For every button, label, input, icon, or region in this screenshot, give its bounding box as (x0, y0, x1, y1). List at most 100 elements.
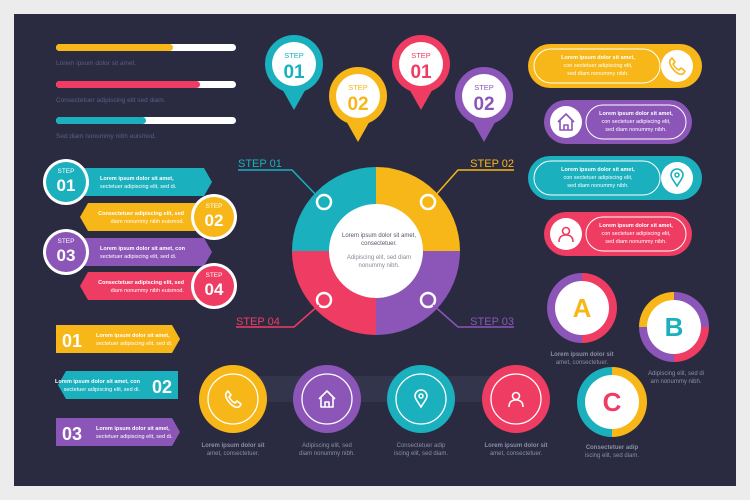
arrow-banner-02: 02 Lorem ipsum dolor sit amet, con secte… (55, 371, 178, 399)
right-bar-text-2: con sectetuer adipiscing elit, (563, 175, 633, 181)
bottom-caption-2: iscing elit, sed diam. (394, 451, 448, 457)
progress-bar-caption: Consectetuer adipiscing elit sed diam. (56, 97, 166, 104)
arrow-banner-03: 03 Lorem ipsum dolor sit amet, sectetuer… (56, 418, 180, 446)
arrow-banner-text-1: Lorem ipsum dolor sit amet, (96, 333, 170, 339)
infographic-board: Lorem ipsum dolor sit amet. Consectetuer… (14, 14, 736, 486)
right-bar-text-1: Lorem ipsum dolor sit amet, (561, 55, 635, 61)
left-step-number: 01 (57, 176, 76, 195)
left-step-text-2: sectetuer adipiscing elit, sed di. (100, 184, 177, 190)
left-step-label: STEP (206, 203, 223, 210)
arrow-banner-01: 01 Lorem ipsum dolor sit amet, sectetuer… (56, 325, 180, 353)
pin-step-01-pink: STEP 01 (392, 35, 450, 110)
bottom-caption-2: amet, consectetuer. (207, 451, 260, 457)
bottom-caption-2: amet, consectetuer. (490, 451, 543, 457)
left-step-label: STEP (206, 272, 223, 279)
right-bar-user: Lorem ipsum dolor sit amet, con sectetue… (544, 212, 692, 256)
step-label-01: STEP 01 (238, 158, 282, 170)
progress-bar-3: Sed diam nonummy nibh euismod. (56, 117, 236, 140)
wheel-center-text-1: Lorem ipsum dolor sit amet, consectetuer… (341, 233, 417, 247)
left-step-label: STEP (58, 168, 75, 175)
pin-step-label: STEP (284, 51, 304, 60)
left-step-number: 02 (205, 211, 224, 230)
left-step-number: 04 (205, 280, 224, 299)
bottom-icon-home: Adipiscing elit, sed diam nonummy nibh. (293, 365, 361, 457)
left-step-number: 03 (57, 246, 76, 265)
arrow-banner-text-2: sectetuer adipiscing elit, sed di. (96, 434, 173, 440)
pin-number: 02 (347, 94, 368, 115)
right-bar-location: Lorem ipsum dolor sit amet, con sectetue… (528, 156, 702, 200)
right-bar-text-3: sed diam nonummy nibh. (605, 127, 667, 133)
step-label-03: STEP 03 (470, 316, 514, 328)
arrow-banner-text-1: Lorem ipsum dolor sit amet, con (55, 379, 141, 385)
bottom-icon-phone: Lorem ipsum dolor sit amet, consectetuer… (199, 365, 267, 457)
right-bar-text-1: Lorem ipsum dolor sit amet, (599, 223, 673, 229)
bottom-caption-1: Adipiscing elit, sed (302, 443, 352, 449)
progress-bar-1: Lorem ipsum dolor sit amet. (56, 44, 236, 67)
abc-caption-2: amet, consectetuer. (556, 360, 609, 366)
left-step-text-2: diam nonummy nibh euismod. (111, 219, 185, 225)
left-step-text-1: Lorem ipsum dolor sit amet, con (100, 246, 186, 252)
abc-circle-c: C Consectetuer adip iscing elit, sed dia… (577, 367, 647, 459)
arrow-banner-text-2: sectetuer adipiscing elit, sed di. (96, 341, 173, 347)
right-bar-text-3: sed diam nonummy nibh. (567, 71, 629, 77)
right-bar-text-2: con sectetuer adipiscing elit, (601, 231, 671, 237)
right-bar-home: Lorem ipsum dolor sit amet, con sectetue… (544, 100, 692, 144)
arrow-banner-number: 03 (62, 424, 82, 444)
progress-bar-2: Consectetuer adipiscing elit sed diam. (56, 81, 236, 104)
left-step-label: STEP (58, 238, 75, 245)
pin-step-label: STEP (474, 83, 494, 92)
pin-number: 01 (410, 62, 432, 83)
arrow-banner-number: 01 (62, 331, 82, 351)
abc-circle-a: A Lorem ipsum dolor sit amet, consectetu… (547, 273, 617, 366)
bottom-caption-1: Lorem ipsum dolor sit (201, 443, 264, 449)
right-bar-text-2: con sectetuer adipiscing elit, (601, 119, 671, 125)
right-bar-text-2: con sectetuer adipiscing elit, (563, 63, 633, 69)
infographic-canvas: Lorem ipsum dolor sit amet. Consectetuer… (43, 35, 709, 459)
right-bar-text-1: Lorem ipsum dolor sit amet, (561, 167, 635, 173)
left-step-01: STEP 01 Lorem ipsum dolor sit amet, sect… (43, 159, 212, 205)
left-step-03: STEP 03 Lorem ipsum dolor sit amet, con … (43, 229, 212, 275)
abc-letter: A (573, 293, 592, 323)
progress-bar-caption: Lorem ipsum dolor sit amet. (56, 60, 136, 67)
arrow-banner-text-1: Lorem ipsum dolor sit amet, (96, 426, 170, 432)
wheel-center-text-2: Adipiscing elit, sed diam nonummy nibh. (346, 255, 412, 269)
right-bar-text-3: sed diam nonummy nibh. (605, 239, 667, 245)
pin-step-01-teal: STEP 01 (265, 35, 323, 110)
pin-step-label: STEP (411, 51, 431, 60)
abc-circle-b: B Adipiscing elit, sed di am nonummy nib… (639, 292, 709, 385)
pin-step-02-yellow: STEP 02 (329, 67, 387, 142)
bottom-icon-location: Consectetuer adip iscing elit, sed diam. (387, 365, 455, 457)
step-label-04: STEP 04 (236, 316, 280, 328)
abc-letter: C (603, 387, 622, 417)
pin-number: 02 (473, 94, 494, 115)
pin-number: 01 (283, 62, 305, 83)
abc-caption-1: Consectetuer adip (586, 445, 639, 451)
bottom-caption-1: Consectetuer adip (397, 443, 446, 449)
left-step-text-2: sectetuer adipiscing elit, sed di. (100, 254, 177, 260)
left-step-02: STEP 02 Consectetuer adipiscing elit, se… (80, 194, 237, 240)
abc-caption-1: Adipiscing elit, sed di (648, 371, 704, 377)
wheel-center-text: Lorem ipsum dolor sit amet, consectetuer… (334, 232, 424, 270)
step-label-02: STEP 02 (470, 158, 514, 170)
arrow-banner-number: 02 (152, 377, 172, 397)
left-step-text-2: diam nonummy nibh euismod. (111, 288, 185, 294)
abc-caption-1: Lorem ipsum dolor sit (550, 352, 613, 358)
pin-step-02-purple: STEP 02 (455, 67, 513, 142)
abc-letter: B (665, 312, 684, 342)
left-step-04: STEP 04 Consectetuer adipiscing elit, se… (80, 263, 237, 309)
progress-bar-caption: Sed diam nonummy nibh euismod. (56, 133, 156, 140)
right-bar-text-1: Lorem ipsum dolor sit amet, (599, 111, 673, 117)
bottom-caption-1: Lorem ipsum dolor sit (484, 443, 547, 449)
right-bar-phone: Lorem ipsum dolor sit amet, con sectetue… (528, 44, 702, 88)
pin-step-label: STEP (348, 83, 368, 92)
left-step-text-1: Consectetuer adipiscing elit, sed (98, 280, 184, 286)
abc-caption-2: iscing elit, sed diam. (585, 453, 639, 459)
central-step-wheel (292, 167, 460, 335)
left-step-text-1: Consectetuer adipiscing elit, sed (98, 211, 184, 217)
left-step-text-1: Lorem ipsum dolor sit amet, (100, 176, 174, 182)
bottom-icon-user: Lorem ipsum dolor sit amet, consectetuer… (482, 365, 550, 457)
step-connectors: STEP 01 STEP 02 STEP 04 STEP 03 (236, 158, 514, 328)
right-bar-text-3: sed diam nonummy nibh. (567, 183, 629, 189)
arrow-banner-text-2: sectetuer adipiscing elit, sed di. (64, 387, 141, 393)
bottom-caption-2: diam nonummy nibh. (299, 451, 355, 457)
